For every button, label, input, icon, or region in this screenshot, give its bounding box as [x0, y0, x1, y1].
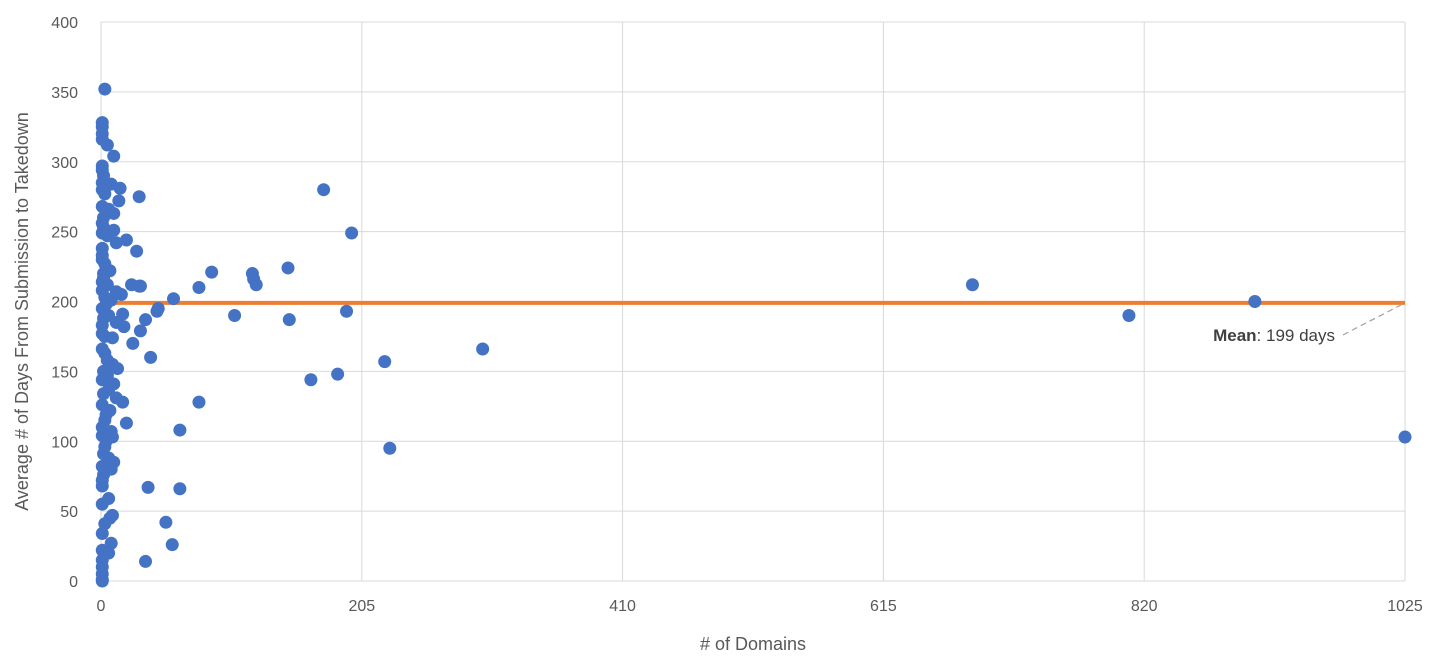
data-point [112, 194, 126, 208]
y-tick-label: 100 [51, 434, 78, 451]
mean-annotation: Mean: 199 days [1213, 303, 1404, 345]
data-point [192, 395, 206, 409]
data-point [98, 187, 112, 201]
data-point [139, 554, 153, 568]
x-tick-label: 820 [1131, 598, 1158, 615]
data-point [95, 373, 109, 387]
data-point [159, 515, 173, 529]
x-tick-label: 0 [97, 598, 106, 615]
scatter-points [95, 82, 1412, 588]
data-point [331, 367, 345, 381]
mean-annotation-leader-line [1342, 303, 1404, 336]
data-point [139, 313, 153, 327]
data-point [228, 308, 242, 322]
y-tick-label: 400 [51, 15, 78, 32]
data-point [107, 149, 121, 163]
data-point [126, 336, 140, 350]
data-point [150, 304, 164, 318]
data-point [116, 395, 130, 409]
data-point [144, 350, 158, 364]
data-point [133, 324, 147, 338]
data-point [167, 292, 181, 306]
data-point [130, 244, 144, 258]
data-point [173, 423, 187, 437]
data-point [95, 526, 109, 540]
data-point [109, 236, 123, 250]
x-tick-label: 1025 [1387, 598, 1423, 615]
data-point [98, 517, 112, 531]
data-point [104, 536, 118, 550]
data-point [133, 279, 147, 293]
y-tick-label: 250 [51, 225, 78, 242]
x-axis-tick-labels: 0 205 410 615 820 1025 [97, 598, 1423, 615]
data-point [114, 288, 128, 302]
x-axis-title: # of Domains [700, 634, 806, 654]
data-point [165, 538, 179, 552]
data-point [111, 362, 125, 376]
data-point [965, 278, 979, 292]
mean-annotation-label: Mean: 199 days [1213, 326, 1335, 345]
data-point [95, 497, 109, 511]
data-point [98, 82, 112, 96]
data-point [113, 181, 127, 195]
y-tick-label: 350 [51, 85, 78, 102]
data-point [107, 206, 121, 220]
mean-label-bold: Mean [1213, 326, 1256, 345]
data-point [132, 190, 146, 204]
y-tick-label: 150 [51, 364, 78, 381]
data-point [340, 304, 354, 318]
y-tick-label: 200 [51, 295, 78, 312]
mean-label-value: : 199 days [1257, 326, 1335, 345]
data-point [192, 281, 206, 295]
y-tick-label: 300 [51, 155, 78, 172]
data-point [141, 480, 155, 494]
y-axis-tick-labels: 0 50 100 150 200 250 300 350 400 [51, 15, 78, 591]
data-point [249, 278, 263, 292]
data-point [100, 229, 114, 243]
data-point [95, 479, 109, 493]
x-tick-label: 615 [870, 598, 897, 615]
data-point [1122, 308, 1136, 322]
data-point [105, 331, 119, 345]
x-tick-label: 410 [609, 598, 636, 615]
data-point [117, 320, 131, 334]
data-point [1398, 430, 1412, 444]
data-point [317, 183, 331, 197]
data-point [383, 441, 397, 455]
data-point [282, 313, 296, 327]
data-point [119, 416, 133, 430]
data-point [476, 342, 490, 356]
data-point [345, 226, 359, 240]
data-point [1248, 295, 1262, 308]
data-point [205, 265, 219, 279]
y-tick-label: 0 [69, 574, 78, 591]
data-point [173, 482, 187, 496]
x-tick-label: 205 [348, 598, 375, 615]
data-point [378, 355, 392, 369]
data-point [119, 233, 133, 247]
y-tick-label: 50 [60, 504, 78, 521]
data-point [281, 261, 295, 275]
y-axis-title: Average # of Days From Submission to Tak… [12, 112, 32, 511]
data-point [95, 574, 109, 588]
data-point [100, 138, 114, 152]
data-point [97, 387, 111, 401]
data-point [304, 373, 318, 387]
